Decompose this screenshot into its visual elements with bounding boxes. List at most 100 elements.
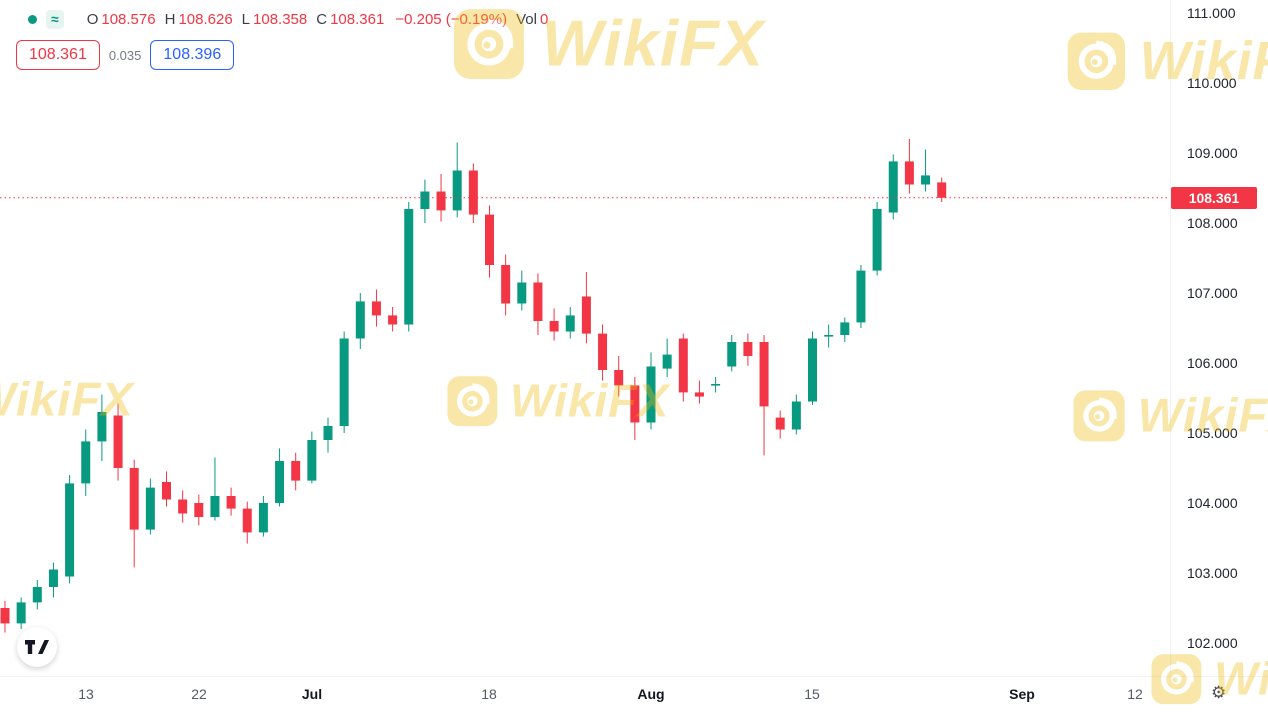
- approx-status-icon: ≈: [46, 10, 64, 29]
- candle-body: [420, 191, 430, 209]
- price-axis-label: 104.000: [1187, 495, 1238, 511]
- candle-body: [904, 161, 914, 185]
- price-axis-label: 103.000: [1187, 565, 1238, 581]
- time-axis-label: 18: [481, 686, 497, 702]
- candle-body: [501, 265, 511, 304]
- time-axis-label: 12: [1127, 686, 1143, 702]
- candle-body: [162, 482, 171, 500]
- time-axis-label: 22: [191, 686, 207, 702]
- candle-body: [808, 338, 817, 402]
- price-axis-label: 105.000: [1187, 425, 1238, 441]
- series-status-dot: [28, 15, 37, 24]
- candle-body: [210, 496, 220, 517]
- gear-icon: ⚙: [1211, 683, 1227, 702]
- candle-body: [404, 209, 414, 325]
- candle-body: [371, 301, 381, 316]
- candle-body: [533, 282, 543, 321]
- price-axis-label: 109.000: [1187, 145, 1238, 161]
- candle-body: [824, 335, 834, 337]
- high-label: H: [164, 11, 176, 28]
- candle-body: [646, 366, 656, 423]
- close-label: C: [316, 11, 328, 28]
- candle-body: [178, 499, 188, 514]
- quote-row: 108.361 0.035 108.396: [16, 40, 235, 70]
- candle-body: [759, 342, 769, 407]
- price-axis-label: 102.000: [1187, 635, 1238, 651]
- candle-body: [872, 209, 882, 271]
- candle-body: [678, 338, 688, 393]
- candle-body: [258, 503, 268, 533]
- candle-body: [727, 342, 737, 367]
- tradingview-logo-button[interactable]: [17, 627, 57, 667]
- candle-body: [388, 315, 398, 325]
- candle-body: [614, 370, 624, 386]
- candle-body: [791, 401, 801, 430]
- candle-body: [937, 182, 947, 198]
- candle-body: [452, 170, 462, 211]
- volume-value: 0: [539, 11, 549, 28]
- candle-body: [0, 608, 10, 624]
- candle-body: [145, 487, 155, 530]
- open-value: 108.576: [101, 11, 156, 28]
- candle-body: [856, 270, 866, 323]
- candle-body: [630, 385, 640, 423]
- tradingview-icon: [25, 640, 49, 654]
- candle-body: [291, 461, 301, 481]
- price-axis[interactable]: 111.000 110.000 109.000 108.000 107.000 106.0…: [1170, 0, 1268, 676]
- candle-body: [129, 468, 139, 530]
- candle-body: [694, 392, 704, 397]
- low-label: L: [241, 11, 251, 28]
- candle-body: [339, 338, 349, 426]
- bid-price-button[interactable]: 108.361: [16, 40, 100, 70]
- price-axis-label: 107.000: [1187, 285, 1238, 301]
- close-readout: C 108.361: [316, 11, 384, 28]
- time-axis-label: 15: [804, 686, 820, 702]
- time-axis[interactable]: 13 22 Jul 18 Aug 15 Sep 12: [0, 676, 1268, 712]
- candle-body: [16, 602, 26, 624]
- time-axis-label: Sep: [1009, 686, 1035, 702]
- candle-body: [65, 483, 75, 577]
- ohlc-legend: ≈ O 108.576 H 108.626 L 108.358 C 108.361 −0…: [28, 10, 548, 29]
- time-axis-label: 13: [78, 686, 94, 702]
- candle-body: [323, 426, 333, 440]
- candle-body: [840, 322, 850, 335]
- candle-body: [32, 587, 42, 603]
- candle-body: [517, 282, 527, 304]
- time-axis-label: Aug: [637, 686, 665, 702]
- last-price-tag: 108.361: [1171, 186, 1257, 209]
- volume-readout: Vol 0: [516, 11, 548, 28]
- candle-body: [711, 384, 721, 386]
- price-axis-label: 106.000: [1187, 355, 1238, 371]
- price-axis-label: 110.000: [1187, 75, 1237, 91]
- candle-body: [194, 503, 204, 517]
- high-readout: H 108.626: [165, 11, 233, 28]
- price-axis-label: 111.000: [1187, 5, 1236, 21]
- open-readout: O 108.576: [87, 11, 156, 28]
- candle-body: [888, 161, 898, 213]
- candlestick-chart[interactable]: [0, 0, 1170, 676]
- change-value: −0.205 (−0.19%): [395, 11, 508, 28]
- low-readout: L 108.358: [242, 11, 308, 28]
- candle-body: [485, 214, 494, 265]
- high-value: 108.626: [178, 11, 233, 28]
- candle-body: [113, 415, 123, 468]
- candle-body: [549, 321, 559, 332]
- volume-label: Vol: [516, 11, 537, 28]
- candle-body: [743, 342, 753, 356]
- candle-body: [81, 441, 91, 484]
- ask-price-button[interactable]: 108.396: [150, 40, 235, 70]
- low-value: 108.358: [253, 11, 308, 28]
- candle-body: [355, 301, 365, 339]
- time-axis-settings-button[interactable]: ⚙: [1205, 682, 1232, 704]
- candle-body: [581, 296, 591, 334]
- candle-body: [226, 496, 236, 509]
- candle-body: [275, 461, 285, 503]
- candle-body: [775, 417, 785, 430]
- candle-body: [921, 175, 931, 185]
- candle-body: [565, 315, 575, 332]
- candle-body: [468, 170, 478, 215]
- candle-body: [436, 191, 446, 211]
- spread-value: 0.035: [108, 47, 142, 63]
- time-axis-label: Jul: [301, 686, 323, 702]
- candle-body: [242, 508, 252, 533]
